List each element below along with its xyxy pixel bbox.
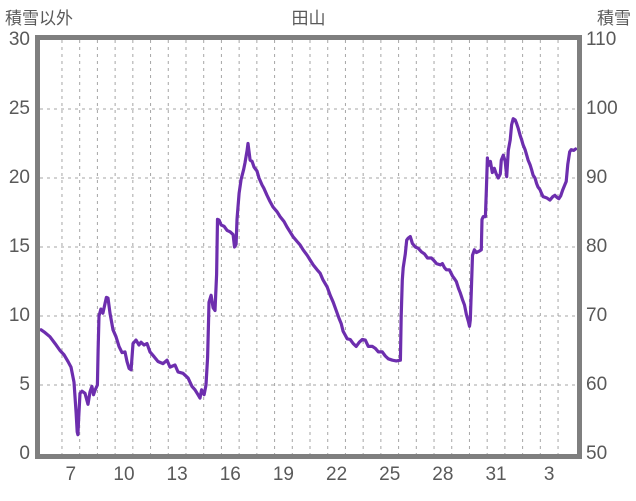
x-axis-tick-label: 22	[326, 464, 348, 485]
x-axis-tick-label: 13	[166, 464, 188, 485]
x-axis-tick-label: 25	[379, 464, 401, 485]
x-axis-tick-label: 10	[113, 464, 135, 485]
right-axis-tick-label: 90	[586, 167, 608, 188]
x-axis-tick-label: 3	[543, 464, 555, 485]
right-axis-title: 積雪	[597, 9, 631, 28]
plot-border	[35, 35, 582, 459]
right-axis-tick-label: 50	[586, 443, 608, 464]
left-axis-tick-label: 5	[19, 374, 30, 395]
right-axis-tick-label: 110	[586, 29, 617, 50]
right-axis-tick-label: 80	[586, 236, 608, 257]
chart-line-積雪	[40, 117, 577, 437]
x-axis-tick-label: 7	[65, 464, 77, 485]
left-axis-tick-label: 20	[8, 167, 30, 188]
left-axis-tick-label: 10	[8, 305, 30, 326]
left-axis-tick-label: 30	[8, 29, 30, 50]
left-axis-tick-label: 25	[8, 98, 30, 119]
left-axis-tick-label: 15	[8, 236, 30, 257]
left-axis-tick-label: 0	[19, 443, 30, 464]
x-axis-tick-label: 19	[272, 464, 294, 485]
plot-area	[40, 40, 577, 454]
right-axis-tick-label: 70	[586, 305, 608, 326]
x-axis-tick-label: 28	[432, 464, 454, 485]
x-axis-tick-label: 16	[219, 464, 241, 485]
chart-title: 田山	[291, 9, 326, 28]
x-axis-tick-label: 31	[485, 464, 507, 485]
right-axis-tick-label: 100	[586, 98, 618, 119]
left-axis-title: 積雪以外	[5, 9, 73, 28]
right-axis-tick-label: 60	[586, 374, 608, 395]
